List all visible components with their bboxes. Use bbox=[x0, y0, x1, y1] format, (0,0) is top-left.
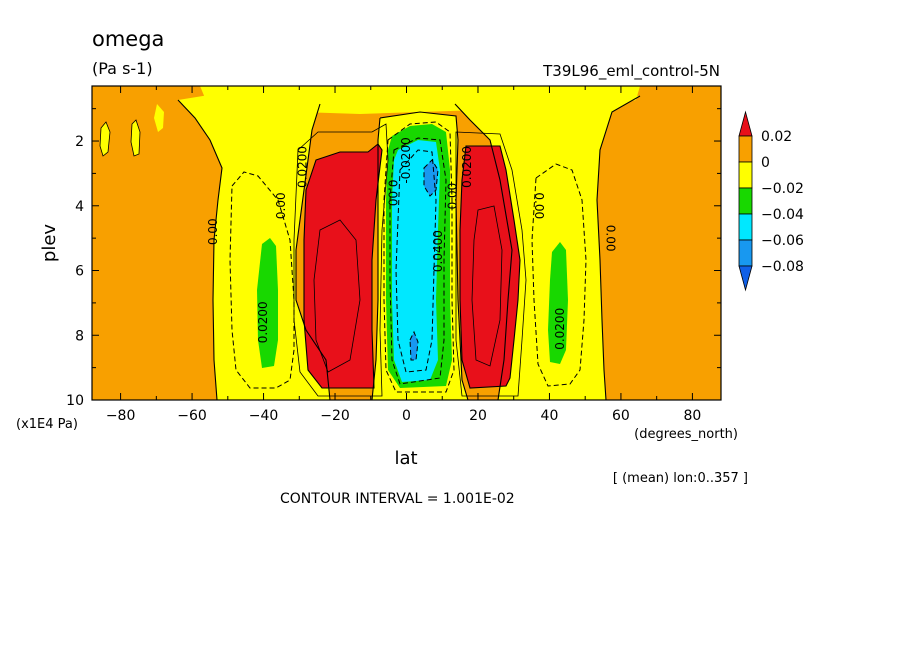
contour-neg-sh-midlat bbox=[229, 171, 295, 389]
contour-neg-blue-lower bbox=[409, 330, 419, 361]
colorbar-label: −0.02 bbox=[761, 181, 804, 197]
x-tick-label: 40 bbox=[541, 408, 559, 424]
contour-labels: 0.000.000.02000.02000.00-0.02000.04000.0… bbox=[206, 137, 618, 349]
field-yellow-sh-polar-3 bbox=[154, 104, 164, 132]
chart-subtitle: (Pa s-1) bbox=[92, 59, 153, 78]
x-tick-label: 80 bbox=[683, 408, 701, 424]
contour-label: 0.00 bbox=[206, 218, 220, 245]
field-cyan-itcz-core bbox=[392, 140, 440, 382]
colorbar-swatch bbox=[738, 187, 753, 215]
colorbar-label: 0 bbox=[761, 155, 770, 171]
contour-003-sh bbox=[313, 219, 361, 373]
field-yellow-sh-polar-2 bbox=[131, 120, 140, 156]
contour-interval: CONTOUR INTERVAL = 1.001E-02 bbox=[280, 491, 515, 507]
contour-neg-nh-midlat bbox=[531, 163, 587, 387]
y-tick-label: 8 bbox=[75, 328, 84, 344]
colorbar-swatch bbox=[738, 135, 753, 163]
colorbar-swatch-bottom bbox=[738, 265, 753, 292]
contour-label: 0.00 bbox=[604, 225, 618, 252]
field-yellow-sh-midlat bbox=[178, 90, 330, 400]
run-label: T39L96_eml_control-5N bbox=[542, 62, 720, 81]
contour-neg-itcz-mid bbox=[389, 137, 447, 385]
contour-002-nh bbox=[459, 145, 521, 389]
x-tick-label: 60 bbox=[612, 408, 630, 424]
contour-label: 0.0200 bbox=[553, 308, 567, 350]
y-tick-label: 10 bbox=[66, 393, 84, 409]
y-tick-label: 4 bbox=[75, 199, 84, 215]
colorbar-swatch bbox=[738, 213, 753, 241]
colorbar-label: −0.04 bbox=[761, 207, 804, 223]
x-axis: −80 −60 −40 −20 0 20 40 60 80 bbox=[106, 86, 701, 424]
plot-area: 0.000.000.02000.02000.00-0.02000.04000.0… bbox=[66, 85, 722, 424]
contour-label: 0.0200 bbox=[295, 146, 309, 188]
x-tick-label: 0 bbox=[402, 408, 411, 424]
contour-003-nh bbox=[471, 205, 503, 367]
contour-neg-itcz-inner bbox=[395, 149, 437, 373]
contour-zero-nh bbox=[596, 95, 641, 400]
y-axis-title: plev bbox=[39, 224, 60, 263]
y-tick-label: 2 bbox=[75, 134, 84, 150]
contour-label: 0.0200 bbox=[256, 301, 270, 343]
x-tick-label: −80 bbox=[106, 408, 136, 424]
y-tick-label: 6 bbox=[75, 264, 84, 280]
contour-zero-sh-inner bbox=[295, 103, 331, 400]
field-blue-core-lower bbox=[410, 332, 418, 360]
contour-label: 0.00 bbox=[386, 179, 400, 206]
colorbar-swatch bbox=[738, 161, 753, 189]
contour-label: 0.00 bbox=[532, 192, 546, 219]
contour-zero-sh bbox=[177, 99, 223, 400]
contour-polar-patch bbox=[99, 119, 141, 157]
y-axis: 2 4 6 8 10 bbox=[66, 108, 721, 409]
contour-label: 0.00 bbox=[274, 192, 288, 219]
colorbar: 0.02 0 −0.02 −0.04 −0.06 −0.08 bbox=[738, 110, 804, 292]
colorbar-swatch bbox=[738, 239, 753, 267]
colorbar-swatch-top bbox=[738, 110, 753, 137]
field-yellow-sh-polar bbox=[100, 122, 110, 156]
field-green-nh-midlat bbox=[548, 242, 568, 364]
field-red-sh-descent bbox=[304, 144, 382, 388]
x-tick-label: −60 bbox=[177, 408, 207, 424]
contour-neg-itcz-outer bbox=[383, 121, 455, 393]
contour-zero-column bbox=[371, 111, 469, 400]
colorbar-label: 0.02 bbox=[761, 129, 792, 145]
contour-label: 0.00 bbox=[446, 183, 460, 210]
x-tick-label: 20 bbox=[469, 408, 487, 424]
contour-neg-blue-upper bbox=[423, 159, 439, 197]
x-axis-title: lat bbox=[394, 448, 417, 469]
y-axis-units: (x1E4 Pa) bbox=[16, 417, 78, 432]
contour-label: -0.0200 bbox=[399, 137, 413, 183]
contour-label: 0.0200 bbox=[460, 146, 474, 188]
field-green-sh-midlat bbox=[257, 238, 278, 368]
x-axis-units: (degrees_north) bbox=[634, 427, 738, 442]
contour-zero-nh-inner bbox=[454, 103, 513, 400]
x-tick-label: −20 bbox=[320, 408, 350, 424]
contour-label: 0.0400 bbox=[431, 230, 445, 272]
contour-002-sh bbox=[303, 143, 383, 389]
x-tick-label: −40 bbox=[249, 408, 279, 424]
averaging-note: [ (mean) lon:0..357 ] bbox=[613, 471, 748, 486]
chart-title: omega bbox=[92, 27, 164, 51]
colorbar-label: −0.06 bbox=[761, 233, 804, 249]
contour-001-nh bbox=[455, 131, 527, 397]
colorbar-label: −0.08 bbox=[761, 259, 804, 275]
